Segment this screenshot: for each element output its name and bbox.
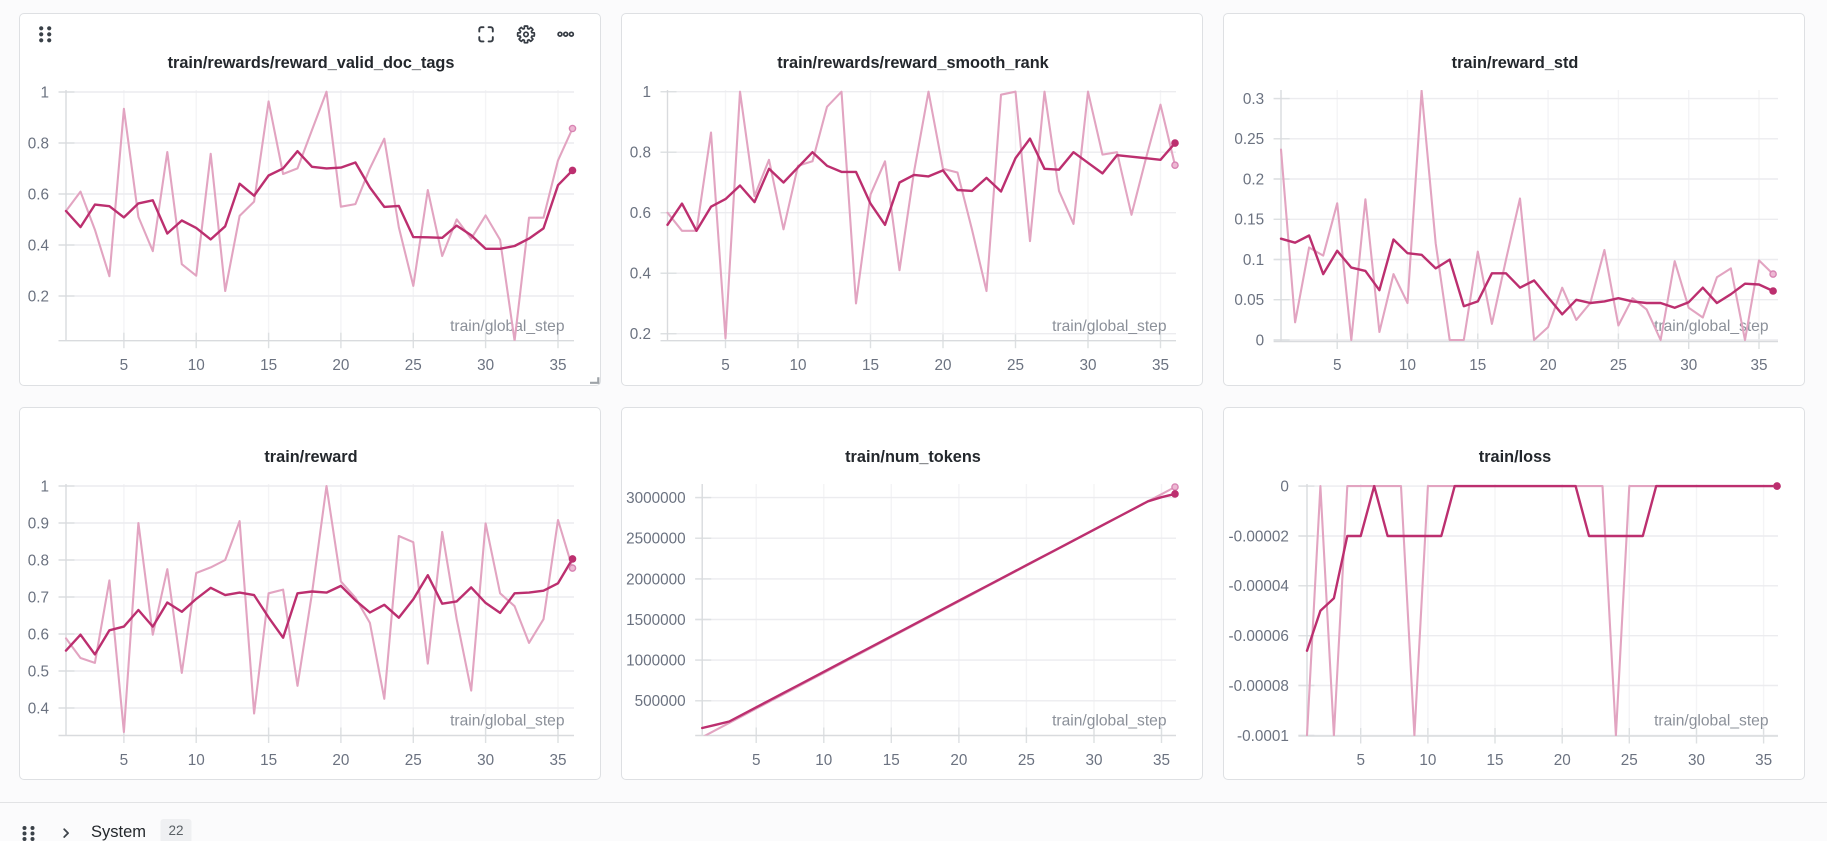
svg-text:-0.00008: -0.00008 <box>1229 678 1289 695</box>
svg-text:1: 1 <box>40 84 49 101</box>
svg-text:1000000: 1000000 <box>626 653 686 670</box>
svg-text:30: 30 <box>1680 357 1697 374</box>
svg-text:30: 30 <box>477 357 494 374</box>
svg-text:2000000: 2000000 <box>626 571 686 588</box>
svg-text:20: 20 <box>950 752 967 769</box>
svg-text:25: 25 <box>1018 752 1035 769</box>
svg-text:30: 30 <box>1085 752 1102 769</box>
svg-text:25: 25 <box>1621 752 1638 769</box>
svg-text:0.1: 0.1 <box>1243 252 1264 269</box>
svg-text:0.4: 0.4 <box>630 266 652 283</box>
svg-text:15: 15 <box>260 752 277 769</box>
svg-text:0.15: 0.15 <box>1234 212 1264 229</box>
svg-text:0.8: 0.8 <box>28 552 49 569</box>
svg-text:0.2: 0.2 <box>28 288 49 305</box>
svg-text:train/global_step: train/global_step <box>1654 318 1769 335</box>
svg-text:0.4: 0.4 <box>28 700 50 717</box>
svg-text:0.9: 0.9 <box>28 515 49 532</box>
svg-text:20: 20 <box>332 357 349 374</box>
svg-text:35: 35 <box>1152 357 1169 374</box>
svg-text:1500000: 1500000 <box>626 612 686 629</box>
svg-text:5: 5 <box>120 752 129 769</box>
svg-text:train/global_step: train/global_step <box>450 713 565 730</box>
svg-text:0: 0 <box>1256 332 1265 349</box>
svg-text:System: System <box>91 823 146 841</box>
svg-text:-0.00006: -0.00006 <box>1229 628 1289 645</box>
svg-text:35: 35 <box>549 357 566 374</box>
svg-text:30: 30 <box>477 752 494 769</box>
svg-text:0.25: 0.25 <box>1234 131 1264 148</box>
svg-text:35: 35 <box>1750 357 1767 374</box>
svg-text:500000: 500000 <box>635 693 686 710</box>
svg-text:30: 30 <box>1079 357 1096 374</box>
svg-text:20: 20 <box>934 357 951 374</box>
svg-text:train/global_step: train/global_step <box>1654 713 1769 730</box>
svg-text:0.7: 0.7 <box>28 589 49 606</box>
svg-text:25: 25 <box>405 357 422 374</box>
svg-text:1: 1 <box>642 84 651 101</box>
svg-text:35: 35 <box>1153 752 1170 769</box>
svg-text:10: 10 <box>815 752 832 769</box>
svg-text:train/global_step: train/global_step <box>1052 713 1167 730</box>
svg-text:5: 5 <box>752 752 761 769</box>
svg-text:5: 5 <box>120 357 129 374</box>
svg-text:0.8: 0.8 <box>630 145 651 162</box>
svg-text:train/loss: train/loss <box>1479 448 1551 466</box>
svg-text:10: 10 <box>188 357 205 374</box>
svg-text:0.2: 0.2 <box>630 326 651 343</box>
svg-text:15: 15 <box>260 357 277 374</box>
svg-text:1: 1 <box>40 478 49 495</box>
svg-text:15: 15 <box>883 752 900 769</box>
svg-text:15: 15 <box>862 357 879 374</box>
svg-text:train/reward_std: train/reward_std <box>1452 54 1579 72</box>
svg-text:0.8: 0.8 <box>28 135 49 152</box>
svg-text:5: 5 <box>721 357 730 374</box>
svg-text:2500000: 2500000 <box>626 531 686 548</box>
svg-text:0: 0 <box>1280 479 1289 496</box>
svg-text:train/reward: train/reward <box>264 448 357 466</box>
svg-text:25: 25 <box>1610 357 1627 374</box>
svg-text:-0.00002: -0.00002 <box>1229 528 1289 545</box>
svg-text:15: 15 <box>1469 357 1486 374</box>
svg-text:train/num_tokens: train/num_tokens <box>845 448 981 466</box>
svg-text:5: 5 <box>1333 357 1342 374</box>
svg-text:0.6: 0.6 <box>28 186 49 203</box>
svg-text:-0.00004: -0.00004 <box>1229 578 1290 595</box>
svg-text:3000000: 3000000 <box>626 490 686 507</box>
svg-text:20: 20 <box>1540 357 1557 374</box>
svg-text:10: 10 <box>789 357 806 374</box>
svg-text:0.6: 0.6 <box>630 205 651 222</box>
svg-text:35: 35 <box>549 752 566 769</box>
svg-text:25: 25 <box>1007 357 1024 374</box>
svg-text:train/rewards/reward_valid_doc: train/rewards/reward_valid_doc_tags <box>168 54 455 72</box>
svg-text:30: 30 <box>1688 752 1705 769</box>
svg-text:0.05: 0.05 <box>1234 292 1264 309</box>
svg-text:25: 25 <box>405 752 422 769</box>
svg-text:22: 22 <box>168 823 183 838</box>
svg-text:10: 10 <box>188 752 205 769</box>
svg-text:0.3: 0.3 <box>1243 91 1264 108</box>
svg-text:20: 20 <box>1554 752 1571 769</box>
svg-text:10: 10 <box>1419 752 1436 769</box>
svg-text:20: 20 <box>332 752 349 769</box>
svg-text:0.5: 0.5 <box>28 663 49 680</box>
svg-text:35: 35 <box>1755 752 1772 769</box>
svg-text:10: 10 <box>1399 357 1416 374</box>
svg-text:-0.0001: -0.0001 <box>1237 728 1289 745</box>
svg-text:5: 5 <box>1356 752 1365 769</box>
svg-text:0.6: 0.6 <box>28 626 49 643</box>
svg-text:15: 15 <box>1486 752 1503 769</box>
svg-text:train/rewards/reward_smooth_ra: train/rewards/reward_smooth_rank <box>777 54 1049 72</box>
svg-text:0.4: 0.4 <box>28 237 50 254</box>
svg-text:train/global_step: train/global_step <box>450 318 565 335</box>
svg-text:0.2: 0.2 <box>1243 171 1264 188</box>
svg-text:train/global_step: train/global_step <box>1052 318 1167 335</box>
